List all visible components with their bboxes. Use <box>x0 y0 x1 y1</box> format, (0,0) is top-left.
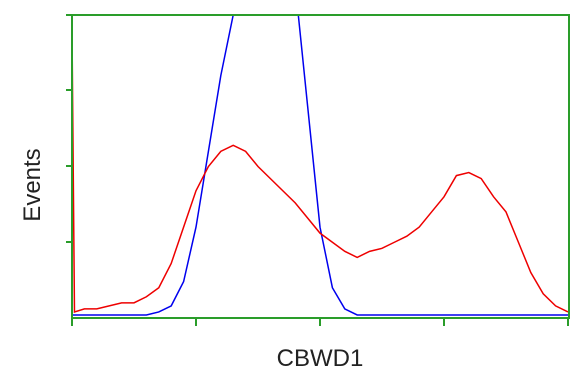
histogram-line <box>72 30 569 313</box>
plot-frame <box>71 14 570 319</box>
x-axis-label: CBWD1 <box>277 345 364 372</box>
axis-ticks <box>66 14 569 326</box>
plot-area <box>72 15 569 316</box>
histogram-line <box>72 15 568 316</box>
y-axis-label: Events <box>19 148 46 221</box>
